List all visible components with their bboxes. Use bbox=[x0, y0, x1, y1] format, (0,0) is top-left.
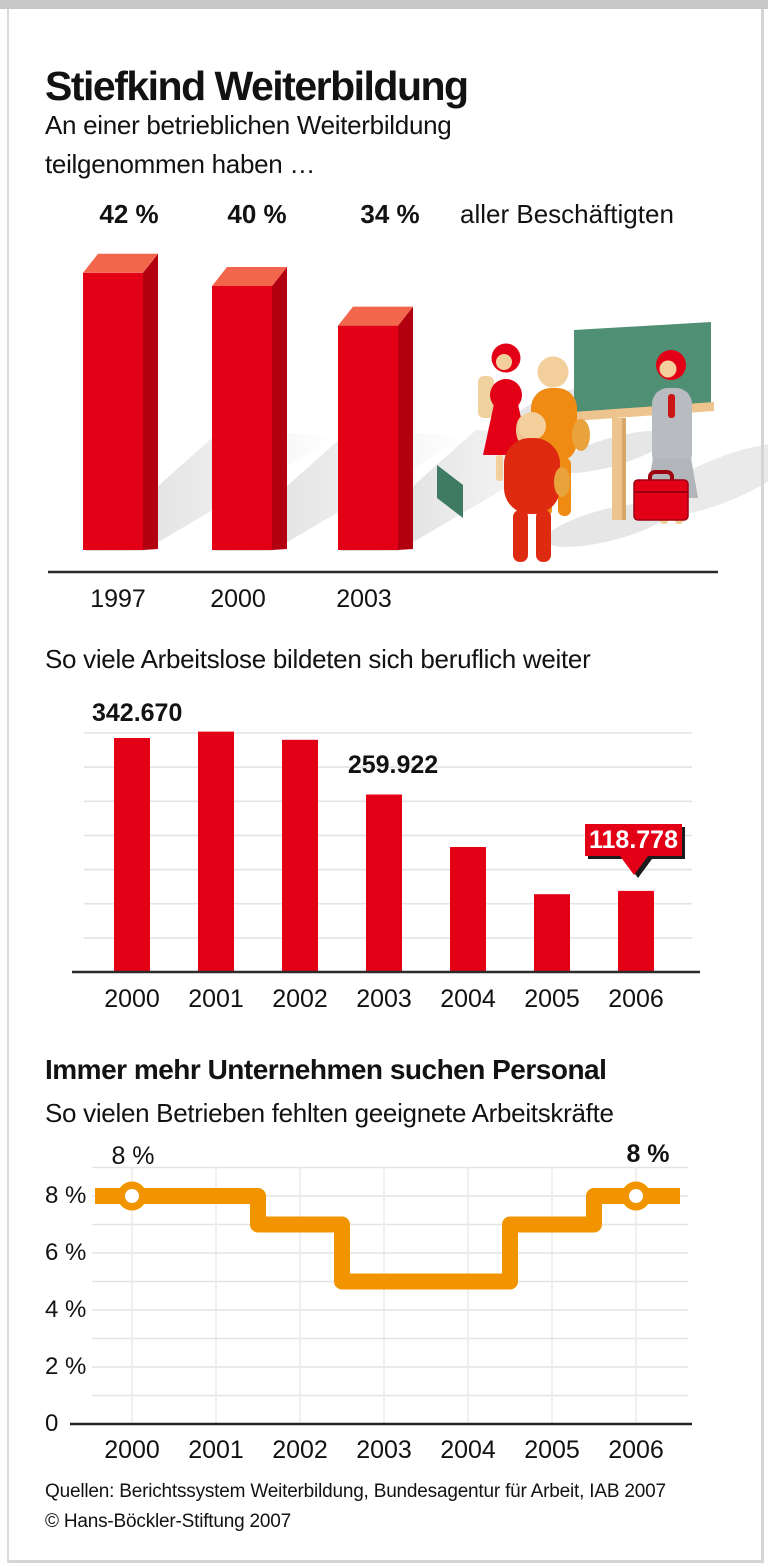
x-tick-label: 2002 bbox=[272, 985, 328, 1013]
x-tick-label: 2004 bbox=[440, 985, 496, 1013]
x-tick-label: 2001 bbox=[188, 985, 244, 1013]
y-tick-label: 0 bbox=[45, 1410, 59, 1437]
x-tick-label: 2003 bbox=[336, 585, 392, 613]
callout-2006-value: 118.778 bbox=[585, 824, 682, 878]
y-tick-label: 4 % bbox=[45, 1296, 87, 1323]
y-tick-label: 2 % bbox=[45, 1353, 87, 1380]
chart2-bars bbox=[114, 731, 654, 972]
chart3-subtitle: So vielen Betrieben fehlten geeignete Ar… bbox=[45, 1098, 614, 1128]
x-tick-label: 2005 bbox=[524, 1436, 580, 1464]
chart3-title: Immer mehr Unternehmen suchen Personal bbox=[45, 1054, 607, 1085]
x-tick-label: 2000 bbox=[104, 1436, 160, 1464]
person-figure-red-front bbox=[504, 412, 570, 562]
point-label-2000: 8 % bbox=[111, 1142, 155, 1170]
bar-value-suffix: aller Beschäftigten bbox=[460, 199, 674, 229]
chalkboard-corner-icon bbox=[437, 465, 463, 518]
person-figure-red-woman bbox=[478, 343, 530, 481]
y-tick-label: 8 % bbox=[45, 1182, 87, 1209]
chart1-subtitle-line1: An einer betrieblichen Weiterbildung bbox=[45, 110, 452, 140]
chart1-subtitle-line2: teilgenommen haben … bbox=[45, 149, 316, 179]
bar-value-2000: 40 % bbox=[227, 199, 287, 229]
bar-value-2003: 34 % bbox=[360, 199, 420, 229]
x-tick-label: 2000 bbox=[104, 985, 160, 1013]
chart-betriebe-arbeitskraeftemangel bbox=[70, 1166, 692, 1426]
y-tick-label: 6 % bbox=[45, 1239, 87, 1266]
chalkboard-leg-shade bbox=[622, 418, 626, 520]
chart2-x-axis: 2000 2001 2002 2003 2004 2005 2006 bbox=[0, 985, 768, 1015]
classroom-illustration bbox=[437, 322, 768, 562]
callout-pointer bbox=[619, 856, 648, 875]
copyright-line: © Hans-Böckler-Stiftung 2007 bbox=[45, 1511, 292, 1532]
x-tick-label: 2004 bbox=[440, 1436, 496, 1464]
person-figure-teacher bbox=[633, 350, 698, 524]
point-label-2006: 8 % bbox=[626, 1140, 670, 1168]
chart3-step-line bbox=[95, 1181, 680, 1290]
value-label-2003: 259.922 bbox=[347, 751, 439, 779]
briefcase-icon bbox=[633, 479, 689, 521]
x-tick-label: 2002 bbox=[272, 1436, 328, 1464]
sources-line: Quellen: Berichtssystem Weiterbildung, B… bbox=[45, 1481, 666, 1502]
x-tick-label: 2003 bbox=[356, 985, 412, 1013]
page-frame bbox=[7, 9, 764, 1563]
value-label-2000: 342.670 bbox=[92, 699, 183, 727]
x-tick-label: 2003 bbox=[356, 1436, 412, 1464]
x-tick-label: 1997 bbox=[90, 585, 146, 613]
chart3-x-axis: 2000 2001 2002 2003 2004 2005 2006 bbox=[0, 1436, 768, 1466]
x-tick-label: 2000 bbox=[210, 585, 266, 613]
chart2-title: So viele Arbeitslose bildeten sich beruf… bbox=[45, 644, 591, 674]
top-border-strip bbox=[0, 0, 768, 9]
bar-value-1997: 42 % bbox=[99, 199, 159, 229]
value-label-2006: 118.778 bbox=[589, 826, 678, 854]
page-title: Stiefkind Weiterbildung bbox=[45, 63, 469, 110]
x-tick-label: 2006 bbox=[608, 985, 664, 1013]
chart1-x-axis: 1997 2000 2003 bbox=[0, 585, 768, 615]
x-tick-label: 2005 bbox=[524, 985, 580, 1013]
bars-3d bbox=[83, 253, 413, 551]
x-tick-label: 2006 bbox=[608, 1436, 664, 1464]
chart-weiterbildung-beschaeftigte bbox=[48, 253, 768, 574]
x-tick-label: 2001 bbox=[188, 1436, 244, 1464]
chart1-subtitle: An einer betrieblichen Weiterbildung tei… bbox=[45, 106, 452, 184]
